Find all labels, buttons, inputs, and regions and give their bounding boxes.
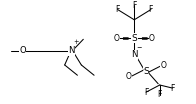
Text: O: O bbox=[149, 34, 155, 43]
Text: O: O bbox=[125, 72, 131, 81]
Text: F: F bbox=[170, 84, 175, 93]
Text: O: O bbox=[161, 61, 167, 71]
Text: O: O bbox=[114, 34, 120, 43]
Text: F: F bbox=[158, 90, 162, 99]
Text: =: = bbox=[121, 34, 129, 43]
Text: O: O bbox=[19, 46, 26, 55]
Text: F: F bbox=[115, 5, 120, 14]
Text: F: F bbox=[132, 1, 136, 10]
Text: =: = bbox=[140, 34, 147, 43]
Text: S: S bbox=[143, 67, 149, 76]
Text: N: N bbox=[68, 46, 75, 55]
Text: −: − bbox=[136, 45, 142, 51]
Text: S: S bbox=[131, 34, 137, 43]
Text: +: + bbox=[74, 39, 79, 45]
Text: ’’: ’’ bbox=[142, 67, 148, 74]
Text: F: F bbox=[144, 88, 148, 97]
Text: N: N bbox=[131, 50, 138, 59]
Text: F: F bbox=[149, 5, 153, 14]
